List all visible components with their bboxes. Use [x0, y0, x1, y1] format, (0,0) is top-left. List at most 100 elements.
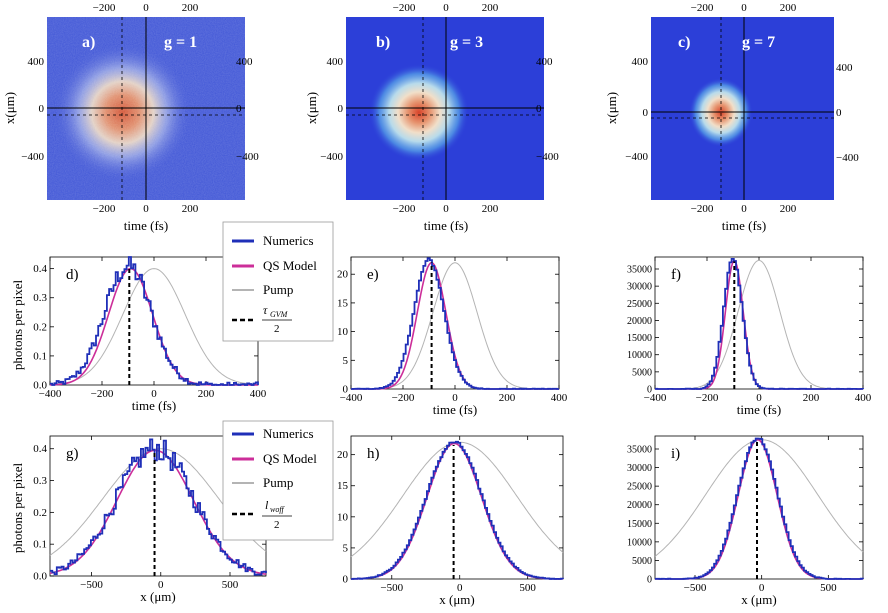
x-tick-label: 0 — [759, 582, 765, 594]
plot-e: 0 5 10 15 20 −400 −200 0 200 400 time (fs) e) — [337, 256, 568, 417]
y-tick-label: 10000 — [627, 350, 652, 361]
xlabel-a: time (fs) — [124, 218, 168, 233]
x-tick-label: 500 — [519, 582, 536, 594]
y-tick-label: 0.3 — [33, 292, 47, 304]
y-tick-label: 20 — [337, 269, 349, 281]
heatmap-a: a) g = 1 −200 0 200 −200 0 200 400 0 −40… — [2, 2, 259, 233]
series-numerics — [655, 437, 864, 580]
y-tick-label: 15 — [337, 297, 349, 309]
tick-left-a-2: 0 — [39, 103, 45, 115]
tick-right-c-2: 0 — [836, 107, 842, 119]
x-tick-label: −400 — [644, 392, 667, 404]
x-tick-label: −200 — [696, 392, 719, 404]
panel-label: e) — [367, 267, 379, 283]
x-axis-label: x (μm) — [439, 592, 475, 607]
tick-bottom-a-2: 0 — [143, 203, 149, 215]
tick-bottom-a-1: −200 — [93, 203, 116, 215]
tick-top-a-3: 200 — [182, 2, 199, 14]
series-numerics — [655, 258, 864, 390]
plot-frame — [654, 256, 864, 390]
x-tick-label: 400 — [855, 392, 872, 404]
series-qs-model — [351, 442, 564, 580]
tick-right-b-2: 0 — [536, 103, 542, 115]
x-tick-label: 0 — [457, 582, 463, 594]
panel-label: i) — [671, 446, 680, 462]
panel-label-a: a) — [82, 34, 95, 51]
legend-space-den: 2 — [274, 519, 280, 531]
legend-time-gvm: GVM — [270, 310, 289, 319]
tick-right-b-3: −400 — [536, 151, 559, 163]
legend-space-qs-label: QS Model — [263, 451, 317, 466]
ylabel-b: x(μm) — [304, 92, 319, 124]
y-tick-label: 0 — [343, 574, 349, 586]
panel-label-c: c) — [678, 34, 690, 51]
tick-right-c-1: 400 — [836, 62, 853, 74]
legend-space-pump-label: Pump — [263, 475, 293, 490]
g-label-b: g = 3 — [450, 34, 483, 51]
y-tick-label: 5000 — [632, 367, 652, 378]
series-pump — [49, 268, 259, 386]
y-tick-label: 10000 — [627, 537, 652, 548]
y-tick-label: 0.0 — [33, 571, 47, 583]
y-tick-label: 5000 — [632, 556, 652, 567]
tick-left-b-3: −400 — [320, 151, 343, 163]
x-tick-label: 400 — [250, 388, 267, 400]
panel-label: h) — [367, 446, 380, 462]
x-tick-label: 200 — [803, 392, 820, 404]
x-tick-label: 0 — [151, 388, 157, 400]
y-tick-label: 15 — [337, 480, 349, 492]
heatmap-blob-1 — [368, 63, 469, 162]
tick-bottom-b-1: −200 — [393, 203, 416, 215]
tick-left-b-1: 400 — [327, 56, 344, 68]
x-tick-label: −400 — [39, 388, 62, 400]
y-tick-label: 0.3 — [33, 475, 47, 487]
g-label-c: g = 7 — [742, 34, 775, 51]
tick-top-a-1: −200 — [93, 2, 116, 14]
tick-top-b-2: 0 — [443, 2, 449, 14]
tick-top-c-1: −200 — [691, 2, 714, 14]
xlabel-b: time (fs) — [424, 218, 468, 233]
plot-f: 0 5000 10000 15000 20000 25000 30000 35000 −400 −… — [627, 256, 872, 417]
legend-time-tau: τ — [263, 303, 268, 317]
tick-bottom-c-3: 200 — [780, 203, 797, 215]
ylabel-a: x(μm) — [2, 92, 17, 124]
tick-bottom-a-3: 200 — [182, 203, 199, 215]
series-pump — [350, 441, 564, 558]
tick-bottom-b-3: 200 — [482, 203, 499, 215]
series-pump — [655, 259, 863, 390]
panel-label-b: b) — [376, 34, 390, 51]
y-tick-label: 35000 — [627, 445, 652, 456]
heatmap-c: c) g = 7 −200 0 200 −200 0 200 400 0 −40… — [604, 2, 859, 233]
x-axis-label: time (fs) — [737, 402, 781, 417]
tick-left-b-2: 0 — [338, 103, 344, 115]
x-tick-label: −400 — [340, 392, 363, 404]
series-numerics — [351, 440, 564, 580]
y-tick-label: 0.4 — [33, 443, 47, 455]
x-tick-label: −500 — [380, 582, 403, 594]
x-axis-label: x (μm) — [741, 592, 777, 607]
tick-right-b-1: 400 — [536, 56, 553, 68]
tick-bottom-b-2: 0 — [443, 203, 449, 215]
heatmap-b-intensity — [368, 63, 469, 162]
y-tick-label: 0 — [343, 384, 349, 396]
series-qs-model — [655, 438, 863, 580]
legend-space-l: l — [265, 498, 269, 512]
y-tick-label: 10 — [337, 511, 349, 523]
y-tick-label: 30000 — [627, 463, 652, 474]
legend-time-pump-label: Pump — [263, 282, 293, 297]
legend-time-qs-label: QS Model — [263, 258, 317, 273]
series-numerics — [351, 257, 559, 390]
x-tick-label: 0 — [158, 579, 164, 591]
y-tick-label: 0.0 — [33, 380, 47, 392]
y-tick-label: 0 — [647, 385, 652, 396]
y-tick-label: 15000 — [627, 333, 652, 344]
plot-d: 0.0 0.1 0.2 0.3 0.4 −400 −200 0 200 400 time (fs) d… — [33, 256, 267, 413]
plot-h: 0 5 10 15 20 −500 0 500 x (μm) h) — [337, 435, 564, 607]
series-numerics — [50, 256, 259, 386]
series-qs-model — [351, 261, 559, 390]
heatmap-b: b) g = 3 −200 0 200 −200 0 200 400 0 −40… — [304, 2, 559, 233]
y-tick-label: 5 — [343, 542, 349, 554]
legend-space-woff: woff — [270, 505, 286, 514]
tick-right-a-3: −400 — [236, 151, 259, 163]
legend-time: Numerics QS Model Pump τ GVM 2 — [222, 221, 334, 342]
